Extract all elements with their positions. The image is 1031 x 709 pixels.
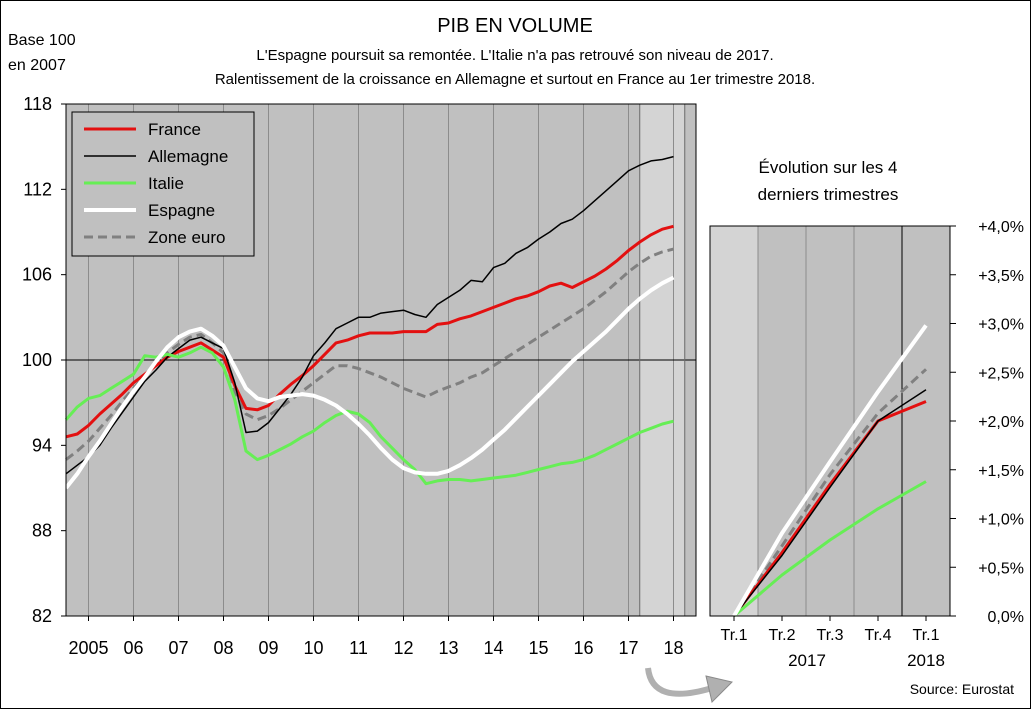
series-line-allemagne bbox=[65, 155, 674, 475]
inset-y-tick-label: +3,5% bbox=[978, 268, 1024, 285]
x-tick-label: 06 bbox=[123, 638, 143, 658]
x-tick-label: 09 bbox=[258, 638, 278, 658]
inset-y-tick-label: +2,5% bbox=[978, 365, 1024, 382]
legend-label-zone-euro: Zone euro bbox=[148, 228, 226, 247]
y-tick-label: 88 bbox=[32, 521, 52, 541]
x-tick-label: 17 bbox=[618, 638, 638, 658]
inset-y-tick-label: +1,5% bbox=[978, 463, 1024, 480]
x-tick-label: 16 bbox=[573, 638, 593, 658]
inset-y-tick-label: +2,0% bbox=[978, 414, 1024, 431]
y-tick-label: 94 bbox=[32, 435, 52, 455]
series-line-espagne bbox=[64, 275, 675, 490]
x-tick-label: 14 bbox=[483, 638, 503, 658]
inset-x-tick-label: Tr.4 bbox=[865, 627, 892, 644]
x-tick-label: 18 bbox=[663, 638, 683, 658]
inset-y-tick-label: +3,0% bbox=[978, 317, 1024, 334]
x-tick-label: 10 bbox=[303, 638, 323, 658]
x-tick-label: 12 bbox=[393, 638, 413, 658]
legend: France Allemagne Italie Espagne Zone eur… bbox=[71, 111, 255, 257]
inset-year-label-2018: 2018 bbox=[907, 651, 945, 670]
inset-y-tick-label: +1,0% bbox=[978, 512, 1024, 529]
chart-subtitle-line2: Ralentissement de la croissance en Allem… bbox=[215, 71, 815, 88]
inset-series-line-zone-euro bbox=[732, 368, 928, 617]
curved-arrow-icon bbox=[645, 667, 733, 703]
inset-year-label-2017: 2017 bbox=[788, 651, 826, 670]
inset-series-line-france bbox=[732, 400, 927, 617]
x-tick-label: 13 bbox=[438, 638, 458, 658]
inset-line-chart: 0,0% +0,5% +1,0% +1,5% +2,0% +2,5% +3,0% +3,5% +… bbox=[709, 219, 1024, 670]
y-tick-label: 106 bbox=[22, 265, 52, 285]
y-tick-label: 112 bbox=[23, 179, 52, 199]
source-note: Source: Eurostat bbox=[910, 681, 1014, 697]
base-note-line1: Base 100 bbox=[8, 32, 76, 49]
x-tick-label: 11 bbox=[349, 638, 368, 658]
y-tick-label: 118 bbox=[23, 94, 52, 114]
legend-label-france: France bbox=[148, 120, 201, 139]
y-tick-label: 100 bbox=[22, 350, 52, 370]
chart-subtitle-line1: L'Espagne poursuit sa remontée. L'Italie… bbox=[256, 47, 773, 64]
inset-x-tick-label: Tr.2 bbox=[769, 627, 796, 644]
inset-x-tick-label: Tr.1 bbox=[913, 627, 940, 644]
inset-y-tick-label: 0,0% bbox=[988, 609, 1024, 626]
x-tick-label: 07 bbox=[168, 638, 188, 658]
legend-label-espagne: Espagne bbox=[148, 201, 215, 220]
series-line-italie bbox=[64, 345, 674, 486]
main-line-chart: 82 88 94 100 106 112 118 2005 06 07 08 09 10 11 12 13 1… bbox=[22, 94, 697, 658]
legend-label-italie: Italie bbox=[148, 174, 184, 193]
x-tick-label: 08 bbox=[213, 638, 233, 658]
inset-shaded-quarter bbox=[710, 226, 758, 616]
inset-title-line2: derniers trimestres bbox=[758, 185, 899, 204]
inset-title-line1: Évolution sur les 4 bbox=[759, 158, 898, 177]
inset-series-line-allemagne bbox=[733, 389, 927, 617]
x-tick-label: 2005 bbox=[68, 638, 108, 658]
inset-x-tick-label: Tr.1 bbox=[721, 627, 748, 644]
inset-y-tick-label: +4,0% bbox=[978, 219, 1024, 236]
inset-x-tick-label: Tr.3 bbox=[817, 627, 844, 644]
y-tick-label: 82 bbox=[32, 606, 52, 626]
chart-title: PIB EN VOLUME bbox=[437, 15, 593, 37]
inset-series-line-italie bbox=[733, 480, 927, 618]
base-note-line2: en 2007 bbox=[8, 57, 66, 74]
legend-label-allemagne: Allemagne bbox=[148, 147, 228, 166]
x-tick-label: 15 bbox=[528, 638, 548, 658]
inset-series-line-espagne bbox=[732, 324, 928, 618]
inset-y-tick-label: +0,5% bbox=[978, 560, 1024, 577]
